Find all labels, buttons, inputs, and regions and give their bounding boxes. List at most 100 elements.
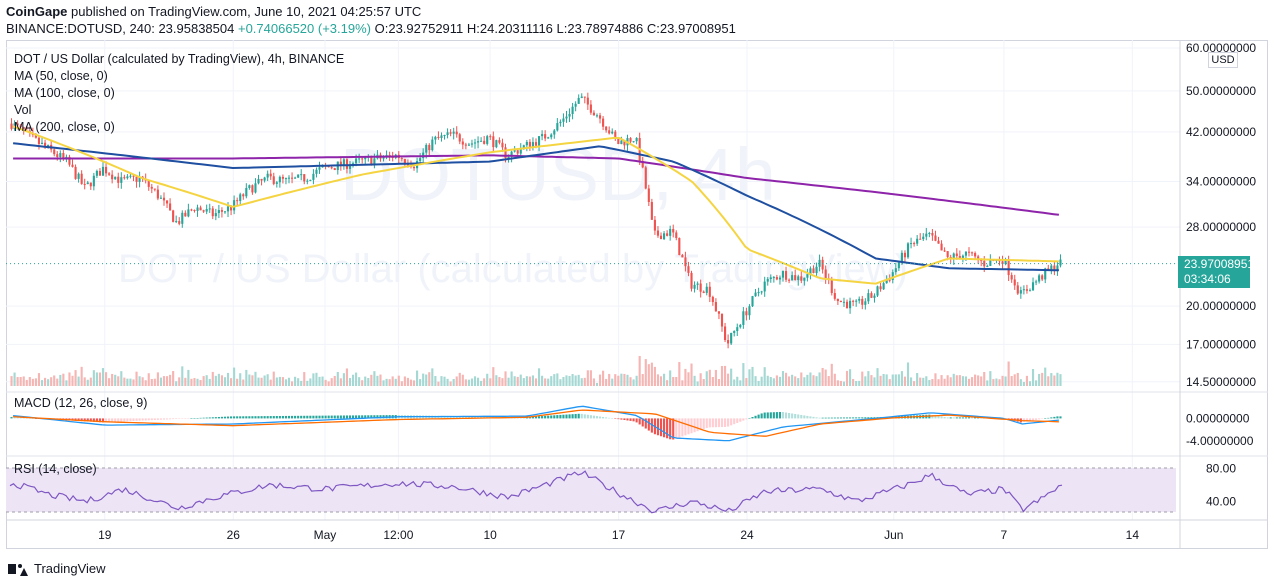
- volume-bar: [571, 374, 574, 386]
- candle-body: [1004, 259, 1007, 265]
- volume-bar: [327, 381, 330, 386]
- volume-bar: [693, 375, 696, 386]
- volume-bar: [394, 378, 397, 386]
- candle-body: [620, 140, 623, 145]
- candle-body: [864, 301, 867, 305]
- candle-body: [306, 180, 309, 182]
- macd-histogram-bar: [580, 413, 583, 419]
- candle-body: [202, 210, 205, 212]
- legend-ma50[interactable]: MA (50, close, 0): [14, 69, 108, 83]
- volume-bar: [879, 375, 882, 386]
- macd-histogram-bar: [754, 415, 757, 419]
- macd-histogram-bar: [763, 412, 766, 419]
- volume-bar: [943, 378, 946, 386]
- chart-canvas[interactable]: DOTUSD, 4h DOT / US Dollar (calculated b…: [0, 0, 1274, 557]
- volume-bar: [428, 372, 431, 386]
- volume-bar: [534, 378, 538, 386]
- macd-histogram-bar: [464, 416, 467, 419]
- candle-body: [312, 173, 315, 180]
- volume-bar: [406, 377, 409, 386]
- candle-body: [818, 259, 821, 267]
- candle-body: [961, 255, 964, 260]
- volume-bar: [864, 376, 867, 386]
- volume-bar: [281, 377, 284, 386]
- tradingview-logo[interactable]: TradingView: [8, 561, 106, 576]
- volume-bar: [663, 373, 666, 386]
- candle-body: [220, 210, 223, 212]
- legend-vol[interactable]: Vol: [14, 103, 32, 117]
- volume-bar: [995, 378, 998, 386]
- macd-histogram-bar: [598, 416, 602, 419]
- volume-bar: [891, 374, 894, 386]
- candle-body: [1013, 279, 1016, 286]
- volume-bar: [53, 375, 56, 386]
- candle-body: [205, 209, 208, 212]
- macd-histogram-bar: [614, 418, 617, 419]
- candle-body: [736, 327, 739, 332]
- volume-bar: [275, 377, 278, 386]
- legend-ma200[interactable]: MA (200, close, 0): [14, 120, 115, 134]
- macd-histogram-bar: [867, 417, 870, 419]
- macd-histogram-bar: [480, 416, 483, 419]
- macd-histogram-bar: [678, 418, 681, 438]
- rsi-line: [9, 470, 1063, 514]
- volume-bar: [605, 378, 608, 386]
- volume-bar: [135, 371, 138, 386]
- candle-body: [559, 121, 562, 124]
- volume-bar: [577, 374, 580, 386]
- volume-bar: [184, 377, 187, 386]
- candle-body: [483, 140, 486, 144]
- candle-body: [720, 313, 724, 327]
- macd-histogram-bar: [473, 416, 477, 419]
- legend-ma100[interactable]: MA (100, close, 0): [14, 86, 115, 100]
- volume-bar: [1028, 381, 1032, 386]
- macd-histogram-bar: [769, 412, 772, 419]
- volume-bar: [1013, 374, 1016, 386]
- candle-body: [74, 166, 77, 179]
- candle-body: [852, 300, 855, 302]
- volume-bar: [772, 378, 775, 386]
- macd-histogram-bar: [367, 415, 370, 419]
- candle-body: [980, 260, 983, 262]
- grid-lines: [6, 40, 1180, 520]
- candle-body: [946, 251, 949, 257]
- legend-macd[interactable]: MACD (12, 26, close, 9): [14, 396, 148, 410]
- macd-histogram-bar: [544, 415, 547, 419]
- author-name[interactable]: CoinGape: [6, 4, 68, 19]
- candle-body: [47, 144, 50, 147]
- chart-frame[interactable]: [6, 40, 1268, 549]
- volume-bar: [800, 372, 803, 386]
- volume-bar: [165, 376, 169, 386]
- volume-bar: [617, 375, 620, 386]
- legend-title[interactable]: DOT / US Dollar (calculated by TradingVi…: [14, 52, 345, 66]
- price-axis-label: 50.00000000: [1186, 84, 1256, 98]
- macd-histogram-bar: [931, 415, 934, 419]
- legend-rsi[interactable]: RSI (14, close): [14, 462, 97, 476]
- candle-body: [568, 113, 571, 117]
- time-axis-label: 24: [740, 528, 754, 542]
- volume-bar: [507, 377, 510, 386]
- candle-body: [199, 207, 202, 211]
- currency-label[interactable]: USD: [1208, 52, 1238, 68]
- macd-histogram-bar: [663, 418, 666, 438]
- macd-histogram-bar: [95, 418, 98, 423]
- macd-histogram-bar: [248, 416, 251, 419]
- volume-bar: [592, 378, 596, 386]
- candle-body: [641, 160, 644, 168]
- price-axis-labels: 60.00000000 50.00000000 42.00000000 34.0000…: [1186, 41, 1256, 508]
- macd-histogram-bar: [812, 416, 815, 419]
- candle-body: [958, 256, 961, 260]
- candle-body: [1041, 275, 1044, 280]
- candle-body: [330, 167, 333, 169]
- time-axis-label: 19: [98, 528, 112, 542]
- macd-histogram-bar: [797, 414, 800, 419]
- volume-bar: [531, 375, 535, 386]
- macd-histogram-bar: [31, 418, 34, 419]
- volume-bar: [1056, 372, 1059, 386]
- macd-histogram-bar: [870, 417, 873, 419]
- volume-bar: [550, 376, 553, 386]
- volume-bar: [781, 371, 785, 386]
- macd-histogram-bar: [348, 415, 352, 419]
- time-axis-label: 26: [227, 528, 241, 542]
- macd-histogram-bar: [86, 418, 89, 422]
